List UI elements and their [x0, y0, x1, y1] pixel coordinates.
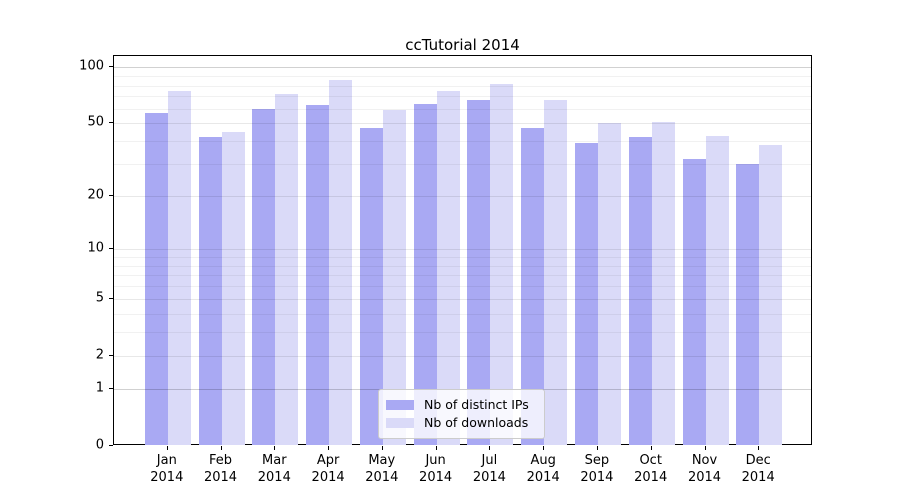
- y-tick-mark-5: [109, 298, 113, 299]
- x-tick-mark-jul: [489, 446, 491, 450]
- x-tick-label-jul: Jul 2014: [472, 453, 506, 485]
- legend: Nb of distinct IPs Nb of downloads: [378, 389, 545, 439]
- bar-distinct-ips-mar: [252, 108, 276, 445]
- gridline-y-5: [114, 299, 811, 300]
- x-tick-mark-nov: [704, 446, 706, 450]
- gridline-y-8: [114, 265, 811, 267]
- legend-swatch-downloads: [386, 418, 414, 428]
- x-tick-mark-feb: [220, 446, 222, 450]
- legend-swatch-distinct-ips: [386, 400, 414, 410]
- gridline-y-9: [114, 257, 811, 259]
- gridline-y-30: [114, 164, 811, 166]
- y-tick-mark-100: [109, 66, 113, 68]
- gridline-y-70: [114, 96, 811, 98]
- legend-label-downloads: Nb of downloads: [424, 415, 529, 430]
- x-tick-label-feb: Feb 2014: [203, 453, 238, 485]
- y-tick-label-1: 1: [95, 380, 104, 396]
- bar-distinct-ips-dec: [736, 164, 760, 445]
- bar-distinct-ips-apr: [306, 104, 330, 445]
- bar-distinct-ips-jun: [413, 103, 437, 445]
- x-tick-label-oct: Oct 2014: [634, 453, 668, 485]
- bar-downloads-jun: [436, 90, 460, 445]
- gridline-y-60: [114, 108, 811, 110]
- bar-downloads-jan: [167, 90, 191, 445]
- x-tick-label-mar: Mar 2014: [257, 453, 291, 485]
- x-tick-label-aug: Aug 2014: [526, 453, 560, 485]
- x-tick-mark-aug: [543, 446, 545, 450]
- bar-distinct-ips-jan: [144, 112, 168, 445]
- x-tick-label-jun: Jun 2014: [419, 453, 453, 485]
- bar-downloads-nov: [705, 135, 729, 445]
- plot-area: [113, 55, 812, 445]
- bar-downloads-may: [382, 110, 406, 445]
- gridline-y-100: [114, 67, 811, 69]
- bar-downloads-oct: [651, 121, 675, 445]
- x-tick-mark-sep: [596, 446, 598, 450]
- y-tick-mark-0: [109, 445, 113, 446]
- gridline-y-3: [114, 332, 811, 334]
- gridline-y-40: [114, 141, 811, 143]
- x-tick-mark-may: [381, 446, 383, 450]
- y-tick-mark-10: [109, 248, 113, 250]
- x-tick-mark-jan: [166, 446, 168, 450]
- y-tick-label-0: 0: [95, 437, 104, 453]
- bar-downloads-sep: [597, 123, 621, 445]
- legend-label-distinct-ips: Nb of distinct IPs: [424, 397, 529, 412]
- gridline-y-4: [114, 314, 811, 315]
- y-tick-label-50: 50: [87, 114, 104, 130]
- x-tick-mark-mar: [274, 446, 276, 450]
- bar-distinct-ips-oct: [628, 137, 652, 445]
- legend-item-downloads: Nb of downloads: [386, 414, 536, 432]
- legend-item-distinct-ips: Nb of distinct IPs: [386, 396, 536, 414]
- x-tick-label-apr: Apr 2014: [311, 453, 345, 485]
- bar-downloads-jul: [490, 83, 514, 445]
- gridline-y-90: [114, 75, 811, 77]
- y-tick-label-20: 20: [87, 187, 104, 203]
- y-tick-label-2: 2: [95, 347, 104, 363]
- y-tick-mark-2: [109, 354, 113, 356]
- gridline-y-6: [114, 286, 811, 288]
- gridline-y-80: [114, 85, 811, 87]
- x-tick-label-nov: Nov 2014: [687, 453, 722, 485]
- bar-downloads-aug: [544, 99, 568, 445]
- x-tick-label-sep: Sep 2014: [580, 453, 614, 485]
- x-tick-label-jan: Jan 2014: [150, 453, 184, 485]
- bar-distinct-ips-jul: [467, 99, 491, 445]
- bar-downloads-mar: [275, 94, 299, 445]
- x-tick-mark-dec: [758, 446, 760, 450]
- gridline-y-10: [114, 249, 811, 251]
- x-tick-mark-apr: [328, 446, 330, 450]
- x-tick-mark-jun: [435, 446, 437, 450]
- gridline-y-2: [114, 355, 811, 357]
- chart-title: ccTutorial 2014: [405, 36, 520, 54]
- gridline-y-50: [114, 123, 811, 125]
- x-tick-label-may: May 2014: [365, 453, 399, 485]
- bar-downloads-apr: [329, 79, 353, 445]
- y-tick-label-10: 10: [87, 240, 104, 256]
- bar-distinct-ips-may: [359, 128, 383, 445]
- x-tick-label-dec: Dec 2014: [741, 453, 775, 485]
- y-tick-label-5: 5: [95, 290, 104, 306]
- bar-downloads-dec: [759, 145, 783, 445]
- gridline-y-20: [114, 196, 811, 198]
- bar-distinct-ips-sep: [574, 143, 598, 445]
- x-tick-mark-oct: [650, 446, 652, 450]
- bar-distinct-ips-nov: [682, 159, 706, 445]
- bar-downloads-feb: [221, 131, 245, 445]
- y-tick-mark-50: [109, 122, 113, 124]
- y-tick-label-100: 100: [79, 58, 104, 74]
- y-tick-mark-1: [109, 388, 113, 390]
- gridline-y-7: [114, 275, 811, 277]
- bar-distinct-ips-feb: [198, 137, 222, 445]
- bar-distinct-ips-aug: [521, 128, 545, 445]
- y-tick-mark-20: [109, 195, 113, 197]
